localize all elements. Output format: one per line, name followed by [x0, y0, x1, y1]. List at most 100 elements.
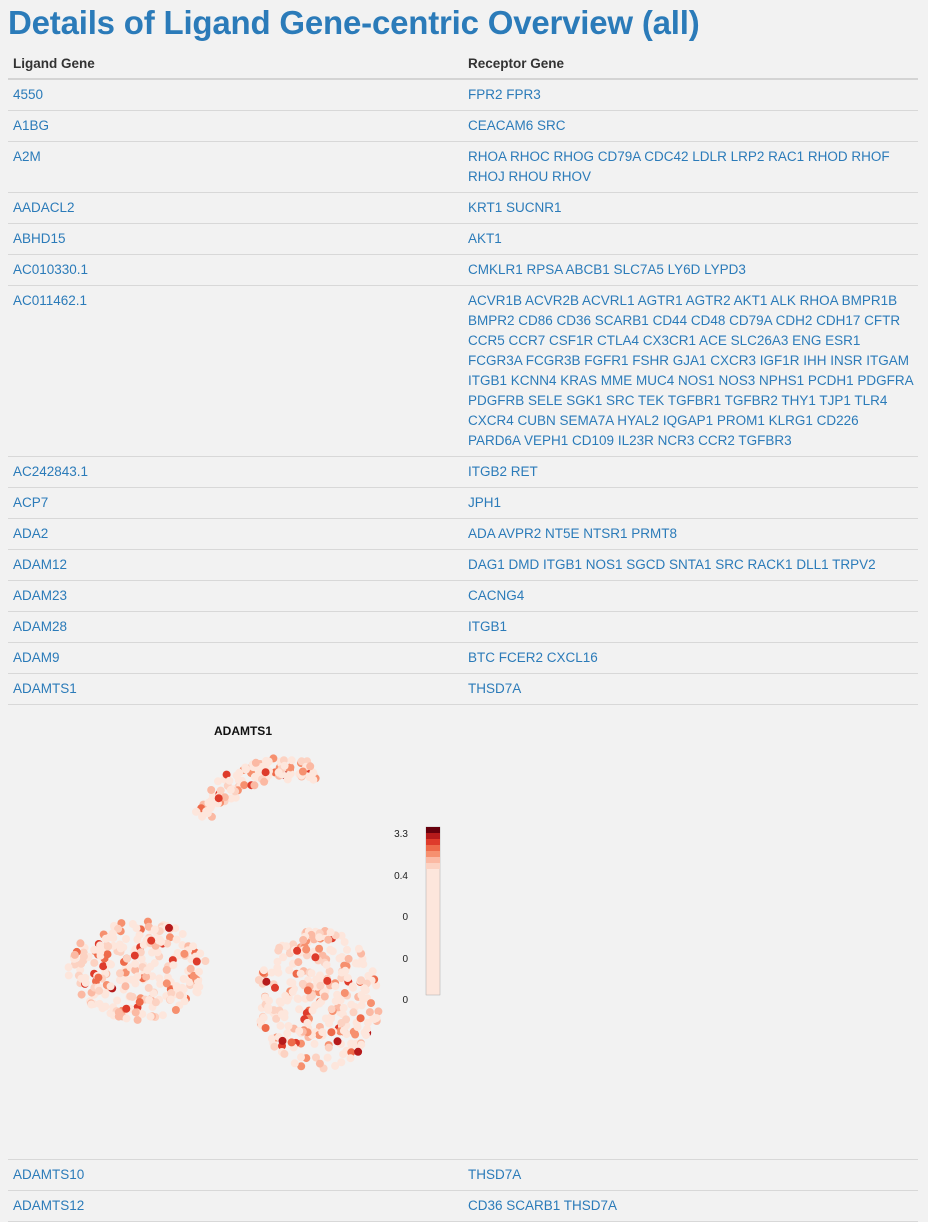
cell-point: [272, 1014, 281, 1023]
cell-point: [374, 1007, 383, 1016]
cell-point: [64, 971, 73, 980]
receptor-gene-link[interactable]: AKT1: [468, 231, 502, 246]
cell-point: [186, 964, 195, 973]
cell-point: [357, 1040, 366, 1049]
receptor-gene-link[interactable]: BTC FCER2 CXCL16: [468, 650, 598, 665]
receptor-gene-link[interactable]: ACVR1B ACVR2B ACVRL1 AGTR1 AGTR2 AKT1 AL…: [468, 293, 913, 448]
receptor-cell: RHOA RHOC RHOG CD79A CDC42 LDLR LRP2 RAC…: [463, 141, 918, 193]
receptor-gene-link[interactable]: ITGB1: [468, 619, 508, 634]
colorbar-segment: [426, 827, 440, 833]
ligand-gene-link[interactable]: ADAMTS12: [13, 1198, 85, 1213]
cell-point: [318, 1028, 327, 1037]
cell-point: [277, 1010, 286, 1019]
receptor-cell: BTC FCER2 CXCL16: [463, 642, 918, 674]
cell-point: [309, 775, 318, 784]
cell-point: [137, 954, 146, 963]
receptor-cell: ADA AVPR2 NT5E NTSR1 PRMT8: [463, 518, 918, 550]
ligand-gene-link[interactable]: ADAM23: [13, 588, 68, 603]
cell-point: [151, 998, 160, 1007]
cell-point: [108, 929, 117, 938]
ligand-gene-link[interactable]: AADACL2: [13, 200, 75, 215]
ligand-cell: ADAMTS1: [8, 673, 463, 705]
cell-point: [343, 974, 352, 982]
ligand-gene-link[interactable]: ACP7: [13, 495, 49, 510]
receptor-cell: CEACAM6 SRC: [463, 110, 918, 142]
cell-point: [70, 950, 79, 959]
cell-point: [136, 948, 145, 957]
cell-point: [283, 775, 292, 784]
receptor-gene-link[interactable]: CMKLR1 RPSA ABCB1 SLC7A5 LY6D LYPD3: [468, 262, 746, 277]
cell-point: [133, 1015, 142, 1024]
receptor-cell: AKT1: [463, 223, 918, 255]
receptor-gene-link[interactable]: FPR2 FPR3: [468, 87, 541, 102]
cell-point: [148, 972, 157, 981]
cell-point: [365, 1008, 374, 1017]
ligand-gene-link[interactable]: A2M: [13, 149, 41, 164]
ligand-cell: A1BG: [8, 110, 463, 142]
cell-point: [64, 963, 73, 972]
cell-point: [126, 992, 135, 1001]
receptor-gene-link[interactable]: JPH1: [468, 495, 502, 510]
ligand-gene-link[interactable]: 4550: [13, 87, 44, 102]
receptor-gene-link[interactable]: THSD7A: [468, 681, 522, 696]
ligand-gene-link[interactable]: ADAMTS1: [13, 681, 77, 696]
ligand-gene-link[interactable]: ABHD15: [13, 231, 66, 246]
ligand-gene-link[interactable]: ADAMTS10: [13, 1167, 85, 1182]
ligand-gene-link[interactable]: ADAM9: [13, 650, 60, 665]
ligand-gene-link[interactable]: ADAM28: [13, 619, 68, 634]
cell-point: [325, 967, 334, 976]
cell-point: [287, 1038, 296, 1047]
cell-point: [195, 967, 203, 976]
receptor-cell: FPR2 FPR3: [463, 79, 918, 111]
ligand-gene-link[interactable]: ADAM12: [13, 557, 68, 572]
ligand-gene-link[interactable]: AC011462.1: [13, 293, 88, 308]
table-row: A2M RHOA RHOC RHOG CD79A CDC42 LDLR LRP2 …: [8, 141, 918, 193]
cell-point: [310, 1039, 319, 1048]
cell-point: [145, 996, 154, 1004]
table-row: AADACL2 KRT1 SUCNR1: [8, 192, 918, 224]
cell-point: [175, 991, 184, 1000]
ligand-gene-link[interactable]: ADA2: [13, 526, 49, 541]
cell-point: [323, 976, 332, 985]
receptor-gene-link[interactable]: RHOA RHOC RHOG CD79A CDC42 LDLR LRP2 RAC…: [468, 149, 890, 184]
ligand-gene-link[interactable]: A1BG: [13, 118, 50, 133]
receptor-gene-link[interactable]: DAG1 DMD ITGB1 NOS1 SGCD SNTA1 SRC RACK1…: [468, 557, 876, 572]
cell-point: [180, 949, 189, 958]
cell-point: [162, 979, 171, 988]
cell-point: [261, 1024, 270, 1032]
cell-point: [333, 1037, 342, 1046]
receptor-gene-link[interactable]: KRT1 SUCNR1: [468, 200, 562, 215]
cell-point: [122, 1004, 131, 1013]
ligand-gene-link[interactable]: AC010330.1: [13, 262, 89, 277]
receptor-gene-link[interactable]: ITGB2 RET: [468, 464, 538, 479]
cell-point: [116, 976, 124, 985]
cell-point: [138, 1010, 147, 1019]
cell-point: [133, 935, 142, 944]
cell-point: [171, 1006, 180, 1014]
cell-point: [294, 958, 303, 967]
cell-point: [295, 1027, 304, 1035]
cell-point: [280, 1049, 289, 1058]
cell-point: [167, 989, 176, 997]
cell-point: [165, 923, 173, 932]
cell-point: [135, 998, 144, 1007]
receptor-cell: JPH1: [463, 487, 918, 519]
cell-point: [87, 1000, 96, 1009]
cell-point: [315, 1059, 324, 1068]
cell-point: [316, 971, 324, 980]
receptor-gene-link[interactable]: CEACAM6 SRC: [468, 118, 566, 133]
cell-point: [326, 928, 335, 937]
cell-point: [259, 1013, 268, 1022]
cell-point: [104, 942, 113, 951]
receptor-gene-link[interactable]: CD36 SCARB1 THSD7A: [468, 1198, 618, 1213]
cell-point: [280, 761, 289, 770]
receptor-gene-link[interactable]: ADA AVPR2 NT5E NTSR1 PRMT8: [468, 526, 678, 541]
expression-plot-row: ADAMTS1 3.3 0.4 0 0 0: [8, 704, 918, 1160]
receptor-gene-link[interactable]: CACNG4: [468, 588, 525, 603]
ligand-cell: ADAMTS10: [8, 1159, 463, 1191]
receptor-gene-link[interactable]: THSD7A: [468, 1167, 522, 1182]
cell-point: [275, 943, 284, 952]
cell-point: [261, 768, 270, 777]
cell-point: [347, 1000, 356, 1009]
ligand-gene-link[interactable]: AC242843.1: [13, 464, 89, 479]
